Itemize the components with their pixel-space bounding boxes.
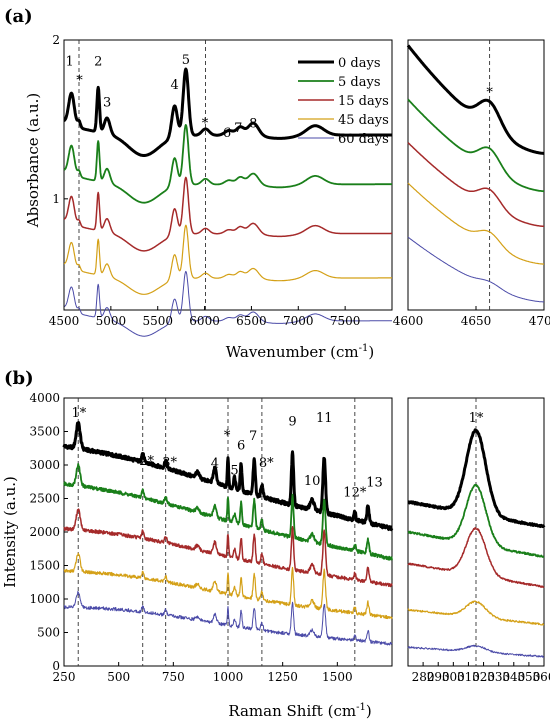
- series-line-5-days: [407, 98, 545, 193]
- x-tick-label: 5500: [142, 314, 173, 328]
- peak-label: 13: [366, 475, 383, 490]
- series-line-60-days: [407, 644, 545, 658]
- panel-b-main: 250 500 750 1000 1250 1500 0 500 1000 1500 2000 250…: [29, 391, 394, 684]
- peak-label: 12*: [343, 485, 367, 500]
- series-line-45-days: [63, 224, 393, 295]
- peak-label: *: [486, 86, 493, 101]
- peak-label: 3: [103, 96, 111, 111]
- x-tick-label: 4650: [461, 314, 492, 328]
- peak-label: 2*: [139, 454, 154, 469]
- legend-label: 45 days: [338, 113, 389, 128]
- y-tick-label: 0: [52, 659, 60, 673]
- peak-label: 1*: [71, 406, 86, 421]
- x-tick-label: 4700: [529, 314, 550, 328]
- series-line-60-days: [63, 270, 392, 337]
- a-y-axis-label: Absorbance (a.u.): [24, 93, 42, 228]
- peak-label: 6: [223, 126, 231, 141]
- x-tick-label: 290: [427, 670, 450, 684]
- x-tick-label: 6000: [189, 314, 220, 328]
- legend-label: 0 days: [338, 56, 381, 71]
- y-tick-label: 1500: [29, 559, 60, 573]
- a-x-axis-label: Wavenumber (cm-1): [226, 343, 374, 361]
- peak-label: 5: [182, 53, 190, 68]
- x-tick-label: 1000: [213, 670, 244, 684]
- peak-label: 5: [230, 463, 238, 478]
- peak-label: 4: [211, 457, 219, 472]
- series-line-0-days: [62, 421, 394, 532]
- x-tick-label: 350: [517, 670, 540, 684]
- series-line-5-days: [407, 483, 545, 558]
- x-tick-label: 7500: [330, 314, 361, 328]
- peak-label: 2: [94, 54, 102, 69]
- peak-label: 8*: [259, 456, 274, 471]
- y-tick-label: 1000: [29, 592, 60, 606]
- x-tick-label: 250: [53, 670, 76, 684]
- series-line-45-days: [407, 600, 545, 626]
- x-tick-label: 1500: [322, 670, 353, 684]
- x-tick-label: 6500: [236, 314, 267, 328]
- series-line-15-days: [407, 527, 545, 588]
- series-line-60-days: [407, 236, 544, 303]
- y-tick-label: 2500: [29, 492, 60, 506]
- peak-label: *: [202, 116, 209, 131]
- peak-label: 3*: [162, 455, 177, 470]
- legend-label: 15 days: [338, 94, 389, 109]
- y-tick-label: 2: [52, 33, 60, 47]
- panel-a-zoom: 4600 4650 4700 *: [393, 39, 550, 328]
- peak-label: 1*: [469, 411, 484, 426]
- peak-label: 9: [288, 414, 296, 429]
- y-tick-label: 2000: [29, 525, 60, 539]
- peak-label: 10: [304, 474, 321, 489]
- y-tick-label: 3000: [29, 458, 60, 472]
- peak-label: 7: [234, 121, 242, 136]
- peak-label: 4: [170, 78, 178, 93]
- legend-label: 5 days: [338, 75, 381, 90]
- x-tick-label: 300: [442, 670, 465, 684]
- x-tick-label: 330: [487, 670, 510, 684]
- x-tick-label: 5000: [96, 314, 127, 328]
- series-line-45-days: [63, 552, 393, 620]
- peak-label: 6: [237, 439, 245, 454]
- series-line-5-days: [63, 124, 393, 204]
- x-tick-label: 4500: [49, 314, 80, 328]
- peak-label: *: [76, 73, 83, 88]
- x-tick-label: 750: [162, 670, 185, 684]
- b-x-axis-label: Raman Shift (cm-1): [228, 702, 371, 720]
- series-line-45-days: [407, 182, 544, 265]
- peak-label: 11: [316, 411, 333, 426]
- series-line-0-days: [407, 428, 546, 528]
- panel-b-zoom: 280290300310320330340350360 1*: [407, 397, 550, 684]
- series-line-0-days: [63, 67, 393, 157]
- b-y-axis-label: Intensity (a.u.): [1, 476, 19, 588]
- x-tick-label: 500: [107, 670, 130, 684]
- series-line-15-days: [63, 176, 393, 252]
- peak-label: *: [224, 429, 231, 444]
- x-tick-label: 340: [502, 670, 525, 684]
- x-tick-label: 4600: [393, 314, 424, 328]
- x-tick-label: 7000: [283, 314, 314, 328]
- panel-a-label: (a): [4, 6, 33, 27]
- x-tick-label: 280: [412, 670, 435, 684]
- x-tick-label: 360: [533, 670, 550, 684]
- peak-label: 8: [249, 116, 257, 131]
- legend-label: 60 days: [338, 132, 389, 147]
- series-line-15-days: [63, 508, 393, 588]
- x-tick-label: 1250: [267, 670, 298, 684]
- panel-b-label: (b): [4, 368, 34, 389]
- series-line-0-days: [406, 44, 545, 155]
- series-line-60-days: [63, 591, 393, 646]
- peak-label: 1: [65, 54, 73, 69]
- legend: 0 days 5 days 15 days 45 days 60 days: [298, 56, 389, 147]
- peak-label: 7: [249, 429, 257, 444]
- y-tick-label: 1: [52, 192, 60, 206]
- y-tick-label: 3500: [29, 425, 60, 439]
- series-line-15-days: [407, 142, 545, 228]
- y-tick-label: 4000: [29, 391, 60, 405]
- series-line-5-days: [63, 463, 393, 561]
- y-tick-label: 500: [37, 626, 60, 640]
- x-tick-label: 310: [457, 670, 480, 684]
- x-tick-label: 320: [472, 670, 495, 684]
